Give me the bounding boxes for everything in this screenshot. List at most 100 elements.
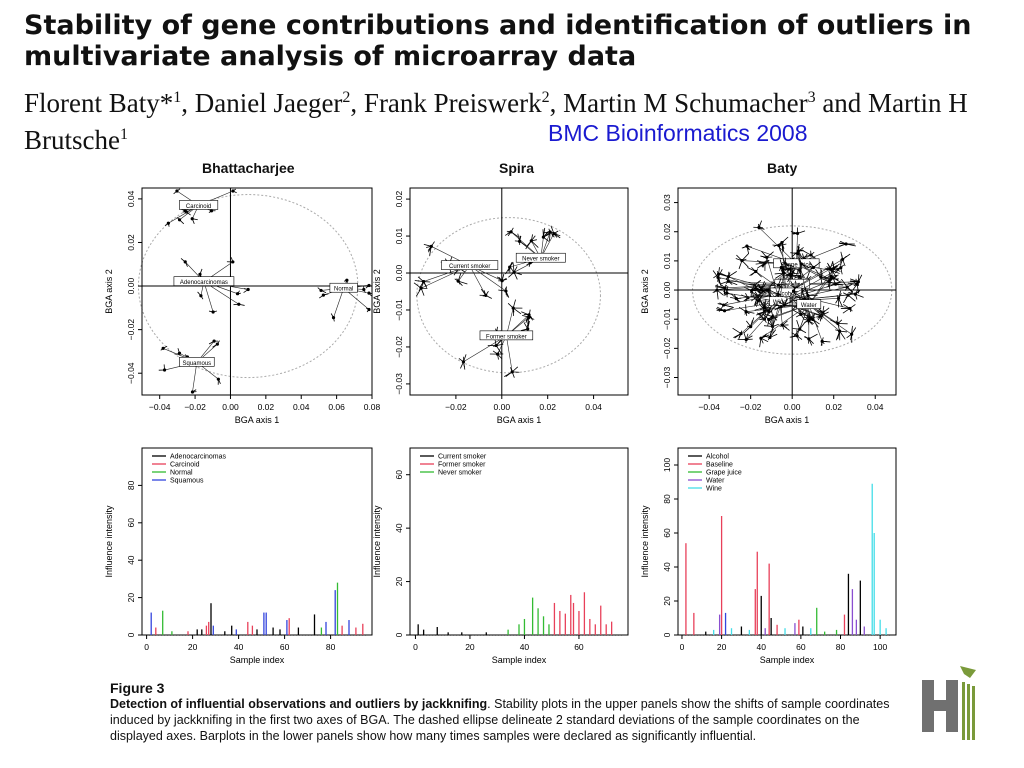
affiliation-mark: 2 bbox=[342, 89, 351, 106]
legend-label: Adenocarcinomas bbox=[170, 454, 227, 461]
jackknife-shift-line bbox=[808, 304, 840, 332]
legend-label: Baseline bbox=[706, 462, 733, 469]
sample-point bbox=[798, 327, 802, 331]
sample-point bbox=[161, 346, 165, 350]
y-axis-label: Influence intensity bbox=[640, 505, 650, 578]
author-list: Florent Baty*1, Daniel Jaeger2, Frank Pr… bbox=[24, 82, 1014, 156]
y-tick-label: −0.03 bbox=[394, 373, 404, 395]
group-label-box bbox=[479, 330, 534, 341]
sample-point bbox=[744, 337, 748, 342]
jackknife-replicate-line bbox=[458, 280, 468, 285]
y-tick-label: 0.00 bbox=[394, 264, 404, 281]
sample-point bbox=[367, 307, 371, 312]
y-tick-label: 80 bbox=[662, 494, 672, 504]
sample-point bbox=[745, 244, 749, 248]
panel-title-bhattacharjee: Bhattacharjee bbox=[202, 160, 295, 176]
y-tick-label: 80 bbox=[126, 480, 136, 490]
sample-point bbox=[722, 303, 726, 307]
sample-point bbox=[527, 315, 531, 319]
sample-point bbox=[776, 283, 781, 287]
sample-point bbox=[162, 368, 167, 372]
x-tick-label: −0.02 bbox=[184, 402, 206, 412]
y-tick-label: 60 bbox=[126, 518, 136, 528]
x-tick-label: −0.04 bbox=[698, 402, 720, 412]
affiliation-mark: 1 bbox=[173, 89, 182, 106]
y-tick-label: 40 bbox=[126, 555, 136, 565]
y-tick-label: 40 bbox=[394, 523, 404, 533]
sample-point bbox=[779, 265, 783, 270]
y-tick-label: 20 bbox=[662, 596, 672, 606]
sample-point bbox=[809, 253, 813, 257]
group-label: Former smoker bbox=[486, 334, 527, 340]
legend-label: Wine bbox=[706, 486, 722, 493]
sample-point bbox=[512, 270, 516, 274]
sample-point bbox=[811, 265, 816, 270]
sample-point bbox=[832, 266, 836, 271]
x-tick-label: −0.04 bbox=[149, 402, 171, 412]
sample-point bbox=[799, 262, 804, 266]
x-tick-label: 0 bbox=[680, 642, 685, 652]
jackknife-replicate-line bbox=[847, 294, 856, 302]
jackknife-shift-line bbox=[463, 335, 507, 363]
sample-point bbox=[231, 260, 235, 264]
jackknife-replicate-line bbox=[839, 330, 846, 340]
group-label: Baseline bbox=[781, 283, 805, 289]
sample-point bbox=[716, 275, 720, 279]
legend-label: Grape juice bbox=[706, 470, 742, 477]
sample-point bbox=[331, 316, 336, 320]
sample-point bbox=[183, 208, 187, 213]
group-label: Adenocarcinomas bbox=[180, 280, 228, 286]
sample-point bbox=[552, 232, 556, 236]
sample-point bbox=[177, 351, 182, 355]
y-tick-label: 60 bbox=[394, 470, 404, 480]
sample-point bbox=[216, 377, 220, 381]
sample-point bbox=[754, 269, 758, 274]
x-tick-label: 0.04 bbox=[585, 402, 602, 412]
jackknife-shift-line bbox=[333, 288, 344, 318]
x-tick-label: 40 bbox=[234, 642, 244, 652]
sample-point bbox=[211, 310, 215, 314]
author-name: , Martin M Schumacher bbox=[549, 88, 808, 118]
jackknife-replicate-line bbox=[797, 243, 800, 254]
x-tick-label: −0.02 bbox=[740, 402, 762, 412]
sample-point bbox=[345, 278, 349, 282]
sample-point bbox=[780, 241, 784, 245]
sample-point bbox=[508, 265, 512, 269]
y-tick-label: 0 bbox=[126, 632, 136, 637]
y-tick-label: 60 bbox=[662, 528, 672, 538]
x-tick-label: 40 bbox=[520, 642, 530, 652]
sample-point bbox=[367, 283, 371, 288]
sample-point bbox=[548, 230, 552, 234]
author-name: , Frank Preiswerk bbox=[350, 88, 542, 118]
x-tick-label: 0.00 bbox=[494, 402, 511, 412]
sample-point bbox=[517, 239, 522, 243]
author-name: , Daniel Jaeger bbox=[181, 88, 343, 118]
x-tick-label: 60 bbox=[574, 642, 584, 652]
sample-point bbox=[175, 189, 179, 193]
group-label: Water bbox=[801, 303, 817, 309]
sample-point bbox=[807, 337, 811, 341]
figure-caption: Figure 3 Detection of influential observ… bbox=[110, 680, 900, 744]
x-axis-label: Sample index bbox=[492, 655, 547, 665]
x-tick-label: 0.00 bbox=[784, 402, 801, 412]
caption-text: . Stability plots in the upper panels sh… bbox=[110, 697, 890, 743]
sample-point bbox=[759, 336, 763, 340]
jackknife-replicate-line bbox=[841, 278, 848, 288]
jackknife-replicate-line bbox=[728, 271, 737, 277]
y-tick-label: 0.01 bbox=[394, 228, 404, 245]
sample-point bbox=[166, 221, 170, 225]
y-axis-label: BGA axis 2 bbox=[640, 269, 650, 314]
y-tick-label: −0.01 bbox=[662, 308, 672, 330]
group-label-box bbox=[179, 200, 219, 210]
sample-point bbox=[183, 260, 187, 264]
plot-frame bbox=[677, 187, 897, 396]
sample-point bbox=[740, 258, 744, 263]
y-tick-label: 0.02 bbox=[394, 191, 404, 208]
y-tick-label: −0.03 bbox=[662, 366, 672, 388]
sample-point bbox=[495, 352, 500, 356]
group-label: Wine bbox=[773, 300, 787, 306]
sample-point bbox=[726, 275, 731, 279]
sample-point bbox=[510, 370, 514, 374]
